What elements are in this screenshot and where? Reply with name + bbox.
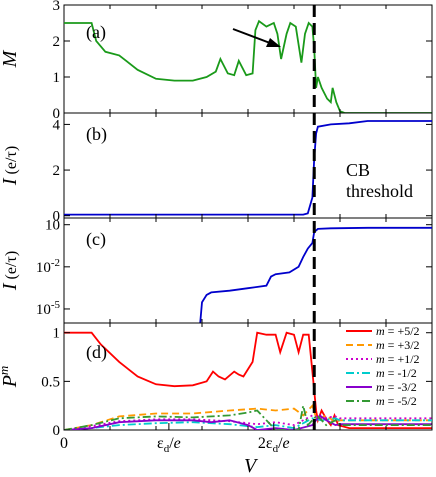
series-line-m-3-2 <box>64 414 432 430</box>
arrow-annotation <box>232 28 281 47</box>
legend-label: m = +3/2 <box>376 338 420 352</box>
series-line-0 <box>64 120 432 216</box>
y-axis-label: I (e/τ) <box>0 146 21 186</box>
x-tick-label: 2εd/e <box>258 435 290 455</box>
cb-threshold-line2: threshold <box>346 181 413 201</box>
panel-b-label: (b) <box>86 124 107 145</box>
series-line-m-3-2 <box>64 403 432 430</box>
y-tick-label: 0.5 <box>41 374 60 390</box>
y-tick-label: 2 <box>53 163 61 179</box>
x-tick-label: εd/e <box>157 435 181 455</box>
series-line-m-1-2 <box>64 417 432 430</box>
cb-threshold-line1: CB <box>346 160 370 180</box>
panel-frame <box>63 112 433 219</box>
y-tick-label: 1 <box>53 326 61 342</box>
panel-d-label: (d) <box>86 342 107 363</box>
y-tick-label: 0 <box>53 423 61 439</box>
y-tick-label: 10 <box>45 218 60 234</box>
y-axis-label: I (e/τ) <box>0 251 21 291</box>
series-line-0 <box>64 19 432 113</box>
y-tick-label: 4 <box>53 117 61 133</box>
overlay: (a) (b) (c) (d) CB threshold V <box>86 22 413 477</box>
y-axis-label: Pm <box>0 366 21 389</box>
legend-label: m = -5/2 <box>376 394 417 408</box>
panel-3: 10 10-2 10-5 I (e/τ) <box>0 217 433 324</box>
panel-frame <box>63 217 433 324</box>
series-line-0 <box>199 226 432 323</box>
series-line-m-5-2 <box>64 405 432 430</box>
y-tick-label: 0 <box>53 106 61 122</box>
legend-label: m = +5/2 <box>376 324 420 338</box>
x-axis-label: V <box>244 455 259 477</box>
legend-label: m = +1/2 <box>376 352 420 366</box>
legend-label: m = -1/2 <box>376 366 417 380</box>
series-group <box>64 331 432 430</box>
legend-label: m = -3/2 <box>376 380 417 394</box>
panel-4: 0 0.5 1 Pm <box>0 322 433 439</box>
panel-c-label: (c) <box>86 229 106 250</box>
y-tick-label: 2 <box>53 34 61 50</box>
y-axis-label: M <box>0 49 21 68</box>
legend: m = +5/2m = +3/2m = +1/2m = -1/2m = -3/2… <box>346 324 420 408</box>
series-group <box>199 226 432 323</box>
series-group <box>64 120 432 216</box>
x-tick-label: 0 <box>60 435 68 452</box>
panel-a-label: (a) <box>86 22 106 43</box>
y-tick-label: 3 <box>53 0 61 14</box>
y-tick-label: 0 <box>53 209 61 225</box>
series-group <box>64 19 432 113</box>
series-line-m-5-2 <box>64 331 432 429</box>
y-tick-label: 10-5 <box>36 299 61 318</box>
panel-1: 0 1 2 3 M <box>0 0 433 122</box>
y-tick-label: 10-2 <box>36 257 60 276</box>
panel-frame <box>63 4 433 114</box>
y-tick-label: 1 <box>53 70 61 86</box>
